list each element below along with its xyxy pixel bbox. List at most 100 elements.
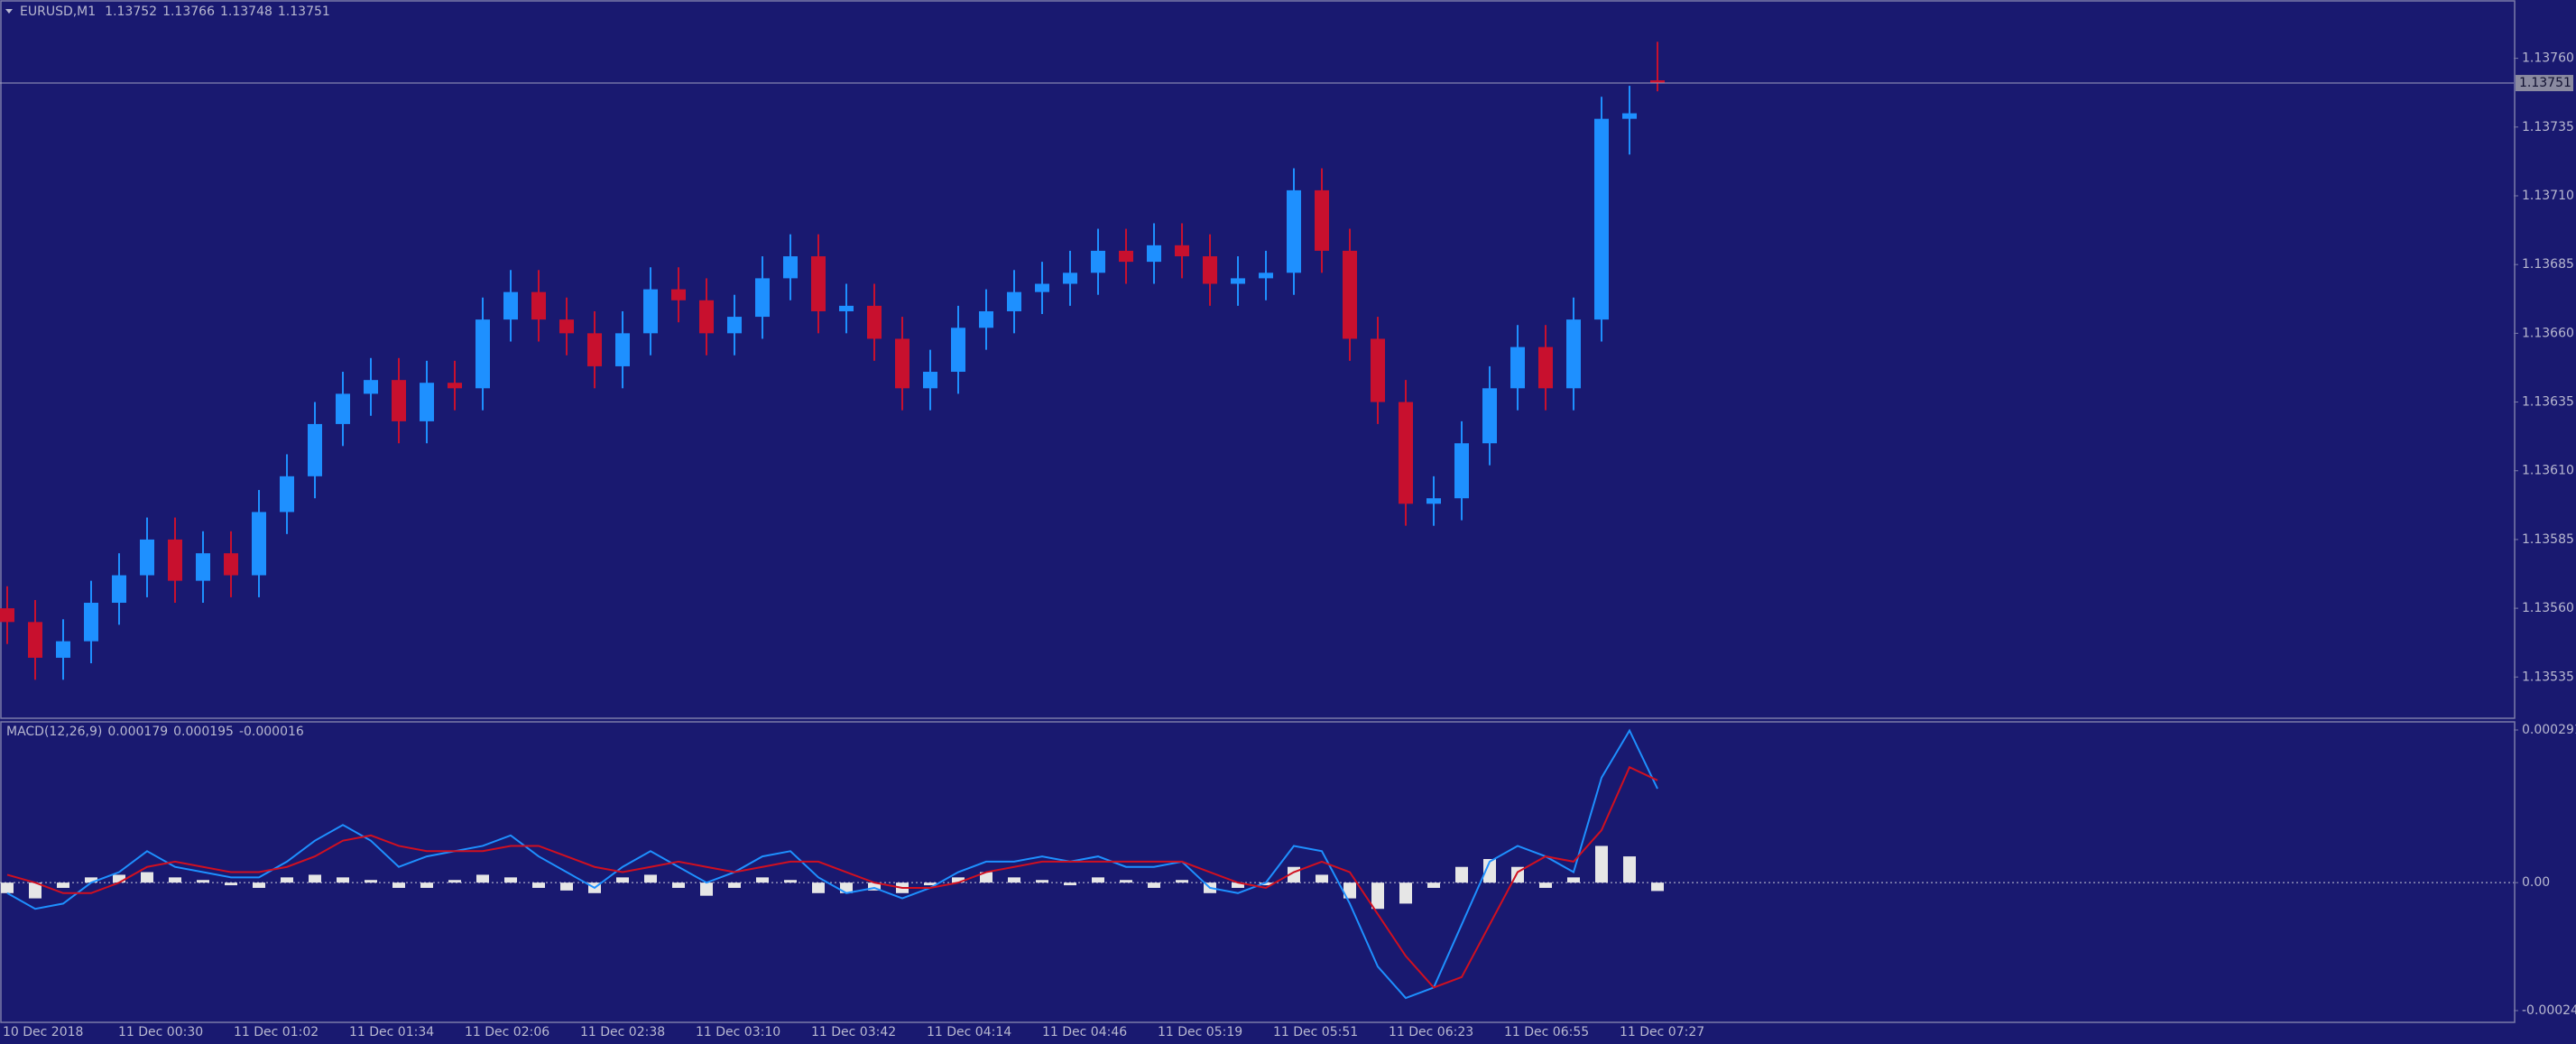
- histogram-bar: [1455, 866, 1468, 883]
- histogram-bar: [1, 882, 14, 893]
- histogram-bar: [672, 882, 685, 888]
- histogram-bar: [784, 880, 797, 883]
- candle-body: [531, 291, 546, 320]
- candle-body: [280, 476, 294, 513]
- histogram-bar: [700, 882, 713, 896]
- main-panel-frame: [0, 0, 2516, 719]
- signal-value: 0.000195: [173, 725, 234, 739]
- histogram-value: -0.000016: [239, 725, 304, 739]
- candle-body: [112, 575, 126, 604]
- x-tick-label: 11 Dec 03:42: [811, 1025, 896, 1039]
- candle-body: [727, 317, 742, 334]
- histogram-bar: [281, 877, 293, 883]
- candle-body: [1007, 291, 1021, 311]
- histogram-bar: [1623, 856, 1636, 883]
- ohlc-close: 1.13751: [278, 5, 330, 19]
- candle-body: [1147, 245, 1161, 263]
- histogram-bar: [1036, 880, 1048, 883]
- candle-body: [811, 256, 826, 311]
- candle-body: [420, 383, 434, 421]
- histogram-bar: [1232, 882, 1244, 888]
- candle-body: [336, 393, 350, 424]
- y-tick-label: 1.13710: [2522, 189, 2574, 203]
- symbol: EURUSD,M1: [20, 5, 96, 19]
- candle-body: [1091, 250, 1105, 273]
- candle-body: [28, 622, 42, 658]
- y-tick-label: 1.13685: [2522, 257, 2574, 272]
- x-tick-label: 11 Dec 03:10: [696, 1025, 780, 1039]
- candle-body: [839, 305, 854, 311]
- candle-body: [1035, 283, 1049, 292]
- histogram-bar: [560, 882, 573, 891]
- candle-body: [1119, 250, 1133, 263]
- histogram-bar: [840, 882, 853, 893]
- candle-body: [1287, 189, 1301, 273]
- histogram-bar: [728, 882, 741, 888]
- histogram-bar: [448, 880, 461, 883]
- histogram-bar: [980, 872, 993, 883]
- candle-body: [1371, 338, 1385, 402]
- histogram-bar: [812, 882, 825, 893]
- histogram-bar: [392, 882, 405, 888]
- candle-body: [1231, 278, 1245, 284]
- candle-body: [196, 553, 210, 581]
- macd-value: 0.000179: [107, 725, 168, 739]
- histogram-bar: [1651, 882, 1664, 892]
- candle-body: [867, 305, 882, 339]
- candle-body: [1426, 498, 1441, 504]
- candle-body: [1399, 402, 1413, 504]
- histogram-bar: [532, 882, 545, 888]
- candle-body: [671, 289, 686, 300]
- x-tick-label: 11 Dec 05:19: [1158, 1025, 1242, 1039]
- histogram-bar: [57, 882, 69, 888]
- histogram-bar: [1539, 882, 1552, 888]
- candle-body: [1454, 443, 1469, 499]
- x-tick-label: 11 Dec 05:51: [1273, 1025, 1358, 1039]
- x-tick-label: 11 Dec 04:46: [1042, 1025, 1127, 1039]
- histogram-bar: [141, 872, 153, 883]
- candle-body: [364, 380, 378, 394]
- y-tick-label: 0.00: [2522, 875, 2550, 890]
- candle-body: [923, 372, 937, 389]
- histogram-bar: [1567, 877, 1580, 883]
- current-price-label: 1.13751: [2519, 76, 2571, 90]
- histogram-bar: [1427, 882, 1440, 888]
- candle-body: [1175, 245, 1189, 257]
- histogram-bar: [169, 877, 181, 883]
- candle-body: [587, 333, 602, 366]
- collapse-icon[interactable]: [5, 9, 13, 14]
- candle-body: [56, 641, 70, 658]
- histogram-bar: [420, 882, 433, 888]
- candle-body: [475, 319, 490, 389]
- y-tick-label: 1.13535: [2522, 670, 2574, 684]
- indicator-line: [6, 765, 1658, 989]
- x-tick-label: 11 Dec 06:55: [1504, 1025, 1589, 1039]
- y-tick-label: 1.13735: [2522, 120, 2574, 134]
- symbol-header: EURUSD,M1 1.13752 1.13766 1.13748 1.13751: [20, 5, 330, 19]
- macd-panel-frame: [0, 721, 2516, 1023]
- histogram-bar: [253, 882, 265, 888]
- histogram-bar: [924, 882, 937, 886]
- candle-body: [1566, 319, 1581, 389]
- x-tick-label: 11 Dec 02:38: [580, 1025, 665, 1039]
- histogram-bar: [225, 882, 237, 886]
- candle-body: [615, 333, 630, 366]
- histogram-bar: [868, 882, 881, 891]
- candle-body: [1482, 388, 1497, 444]
- candle-body: [1650, 79, 1665, 84]
- histogram-bar: [1483, 859, 1496, 883]
- macd-header: MACD(12,26,9) 0.000179 0.000195 -0.000016: [6, 725, 304, 739]
- y-tick-label: 0.000291: [2522, 723, 2576, 737]
- histogram-bar: [29, 882, 42, 899]
- histogram-bar: [504, 877, 517, 883]
- histogram-bar: [1064, 882, 1076, 886]
- y-tick-label: 1.13660: [2522, 326, 2574, 340]
- candle-body: [224, 553, 238, 576]
- x-tick-label: 11 Dec 06:23: [1389, 1025, 1473, 1039]
- candle-body: [783, 256, 798, 279]
- candle-body: [1259, 273, 1273, 279]
- x-tick-label: 11 Dec 04:14: [927, 1025, 1011, 1039]
- histogram-bar: [365, 880, 377, 883]
